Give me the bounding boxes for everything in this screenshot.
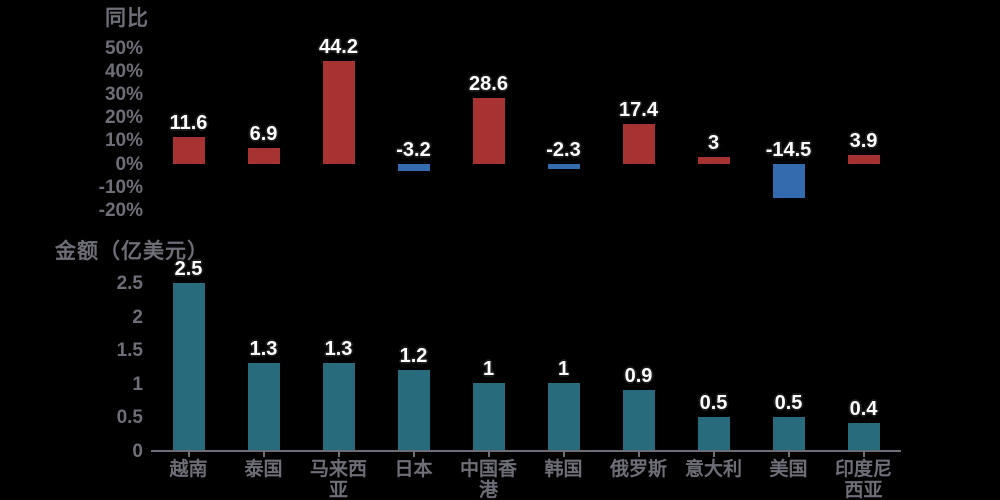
category-label-马来西亚: 马来西亚 [297,459,381,500]
yoy-bar-印度尼西亚 [847,154,880,164]
yoy-value-label: 6.9 [249,122,278,145]
yoy-bar-中国香港 [472,97,505,164]
category-label-印度尼西亚: 印度尼 西亚 [822,459,906,500]
amount-ytick-label: 1 [132,373,143,395]
amount-value-label: 0.9 [624,364,653,387]
amount-bar-中国香港 [472,383,505,450]
amount-bar-意大利 [697,416,730,450]
yoy-bar-越南 [172,137,205,164]
category-label-line: 亚 [328,480,348,500]
yoy-bar-俄罗斯 [622,123,655,164]
yoy-ytick-label: -10% [98,176,143,198]
category-label-line: 美国 [769,459,808,480]
x-axis-tick [637,452,640,457]
x-axis-line [151,450,901,452]
yoy-value-label: 3 [707,132,720,155]
yoy-ytick-label: 20% [104,107,143,129]
x-axis-tick [337,452,340,457]
yoy-bar-泰国 [247,147,280,164]
category-label-line: 日本 [394,459,433,480]
yoy-value-label: -14.5 [765,139,812,161]
amount-value-label: 1.2 [399,344,428,367]
category-label-泰国: 泰国 [222,459,306,480]
amount-value-label: 0.4 [849,398,878,421]
amount-value-label: 2.5 [174,257,203,280]
category-label-韩国: 韩国 [522,459,606,480]
amount-bar-越南 [172,282,205,450]
x-axis-tick [787,452,790,457]
amount-bar-印度尼西亚 [847,423,880,450]
category-label-日本: 日本 [372,459,456,480]
yoy-value-label: 44.2 [319,36,358,59]
yoy-ytick-label: 0% [115,153,143,175]
category-label-line: 泰国 [244,459,283,480]
amount-ytick-label: 2 [132,306,143,328]
amount-bar-泰国 [247,362,280,450]
yoy-value-label: 17.4 [619,98,658,121]
amount-value-label: 0.5 [699,391,728,414]
yoy-value-label: 3.9 [849,129,878,152]
category-label-line: 马来西 [309,459,367,480]
x-axis-tick [187,452,190,457]
yoy-bar-意大利 [697,157,730,164]
x-axis-tick [412,452,415,457]
amount-value-label: 1 [557,358,570,380]
category-label-美国: 美国 [747,459,831,480]
amount-value-label: 1.3 [249,337,278,360]
category-label-意大利: 意大利 [672,459,756,480]
yoy-ytick-label: 10% [104,130,143,152]
amount-bar-俄罗斯 [622,389,655,450]
yoy-chart-title: 同比 [105,7,149,30]
amount-bar-美国 [772,416,805,450]
yoy-bar-韩国 [547,164,580,170]
amount-ytick-label: 0.5 [116,407,143,428]
category-label-line: 西亚 [844,480,883,500]
yoy-value-label: -2.3 [546,139,581,161]
category-label-俄罗斯: 俄罗斯 [597,459,681,480]
amount-value-label: 1.3 [324,337,353,360]
category-label-line: 意大利 [684,459,742,480]
yoy-ytick-label: -20% [98,199,143,221]
amount-bar-马来西亚 [322,362,355,450]
x-axis-tick [862,452,865,457]
amount-ytick-label: 0 [132,440,143,462]
yoy-ytick-label: 30% [104,83,143,105]
amount-ytick-label: 1.5 [116,340,143,361]
category-label-line: 印度尼 [834,459,892,480]
yoy-ytick-label: 50% [104,37,143,59]
amount-bar-韩国 [547,383,580,450]
amount-bar-日本 [397,369,430,450]
category-label-line: 港 [478,480,498,500]
amount-value-label: 1 [482,358,495,380]
yoy-bar-日本 [397,164,430,172]
amount-ytick-label: 2.5 [116,273,143,294]
yoy-value-label: 28.6 [469,72,508,95]
yoy-ytick-label: 40% [104,60,143,82]
category-label-line: 韩国 [544,459,583,480]
category-label-中国香港: 中国香港 [447,459,531,500]
amount-chart-title: 金额（亿美元） [55,240,209,263]
category-label-越南: 越南 [147,459,231,480]
x-axis-tick [712,452,715,457]
category-label-line: 越南 [169,459,208,480]
yoy-bar-美国 [772,164,805,198]
x-axis-tick [262,452,265,457]
category-label-line: 中国香 [459,459,517,480]
x-axis-tick [487,452,490,457]
amount-value-label: 0.5 [774,391,803,414]
category-label-line: 俄罗斯 [609,459,667,480]
yoy-bar-马来西亚 [322,61,355,164]
yoy-value-label: -3.2 [396,139,431,161]
x-axis-tick [562,452,565,457]
yoy-value-label: 11.6 [169,112,208,135]
